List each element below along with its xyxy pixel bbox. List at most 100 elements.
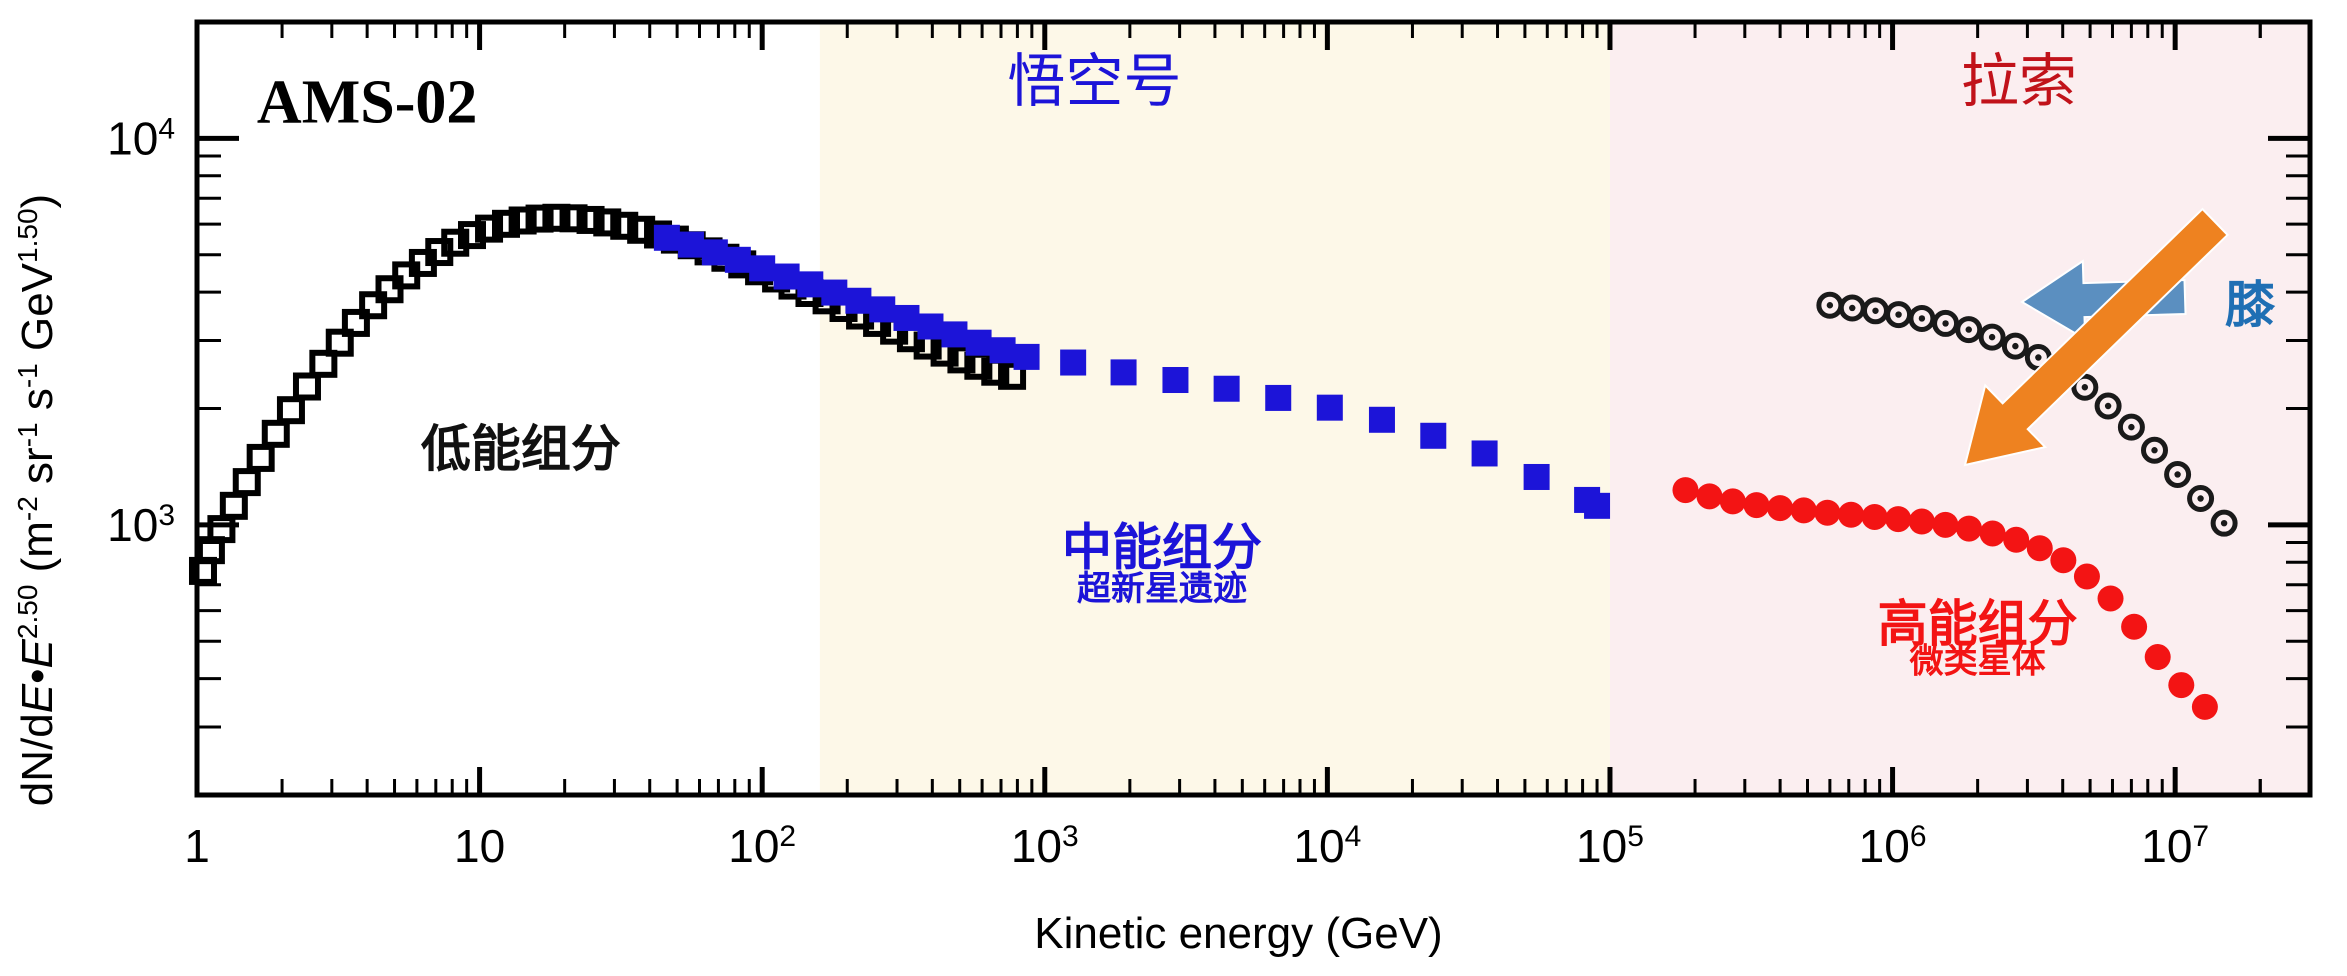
data-point	[917, 313, 944, 340]
data-point-center	[2012, 342, 2019, 350]
data-point-center	[2220, 519, 2228, 527]
annotation-mid-energy: 中能组分	[1062, 519, 1262, 575]
data-point	[2094, 392, 2122, 420]
data-point	[2210, 509, 2238, 537]
region-label-ams: AMS-02	[257, 68, 477, 136]
data-point	[2001, 332, 2029, 360]
x-tick-label: 105	[1576, 820, 1644, 873]
knee-arrow-blue	[2020, 259, 2187, 341]
data-point	[941, 321, 968, 348]
yaxis-p13: 1.50	[12, 208, 43, 263]
band-ams-region	[197, 22, 820, 795]
annotation-high-energy-sub: 微类星体	[1909, 642, 2046, 680]
data-point	[325, 328, 354, 357]
data-point-center	[1918, 315, 1926, 322]
data-point	[2140, 436, 2168, 464]
data-point-center	[1849, 304, 1856, 312]
annotation-mid-energy-sub: 超新星遗迹	[1077, 570, 1247, 608]
data-point	[2187, 484, 2215, 512]
svg-text:dN/dE•E2.50 (m-2 sr-1 s-1 GeV1: dN/dE•E2.50 (m-2 sr-1 s-1 GeV1.50)	[12, 194, 63, 806]
data-point	[1767, 495, 1794, 522]
data-point	[1955, 515, 1982, 542]
data-point	[2003, 526, 2030, 553]
data-point	[1979, 520, 2006, 547]
data-point	[1838, 501, 1865, 528]
data-point	[1790, 497, 1817, 524]
data-point	[1932, 511, 1959, 538]
data-point	[1213, 375, 1240, 402]
data-point	[998, 361, 1027, 390]
knee-arrow-orange	[1963, 207, 2229, 467]
region-label-dampe: 悟空号	[1008, 49, 1182, 114]
data-point	[1162, 367, 1189, 394]
data-point-center	[1942, 320, 1949, 327]
data-point	[2191, 693, 2218, 720]
yaxis-p7: -2	[12, 496, 43, 521]
data-point	[1672, 477, 1699, 504]
y-tick-label: 103	[107, 498, 175, 551]
data-point	[593, 208, 622, 237]
yaxis-p9: -1	[12, 422, 43, 447]
data-point-center	[2104, 402, 2112, 410]
data-point	[1420, 422, 1447, 449]
region-bands	[197, 22, 2310, 795]
data-point	[1908, 304, 1936, 332]
data-point	[246, 443, 275, 472]
yaxis-p8: sr	[13, 447, 62, 496]
data-point	[2168, 672, 2195, 699]
data-point-center	[1988, 333, 1996, 341]
data-point-center	[1826, 302, 1834, 309]
annotation-knee: 膝	[2225, 277, 2276, 333]
x-axis-title: Kinetic energy (GeV)	[1034, 909, 1442, 958]
data-point	[2117, 413, 2145, 441]
data-point	[749, 255, 776, 282]
data-point	[2144, 644, 2171, 671]
data-point	[1584, 492, 1611, 519]
data-point	[869, 296, 896, 323]
data-point	[458, 221, 487, 250]
x-axis-ticks	[194, 22, 2312, 795]
data-point-center	[2151, 447, 2158, 454]
data-point	[1955, 316, 1983, 344]
data-point	[1471, 440, 1498, 467]
band-dampe-region	[819, 22, 1610, 795]
x-tick-label: 106	[1859, 820, 1927, 873]
x-tick-label: 103	[1011, 820, 1079, 873]
y-tick-label: 104	[107, 112, 175, 165]
data-point	[359, 291, 388, 320]
data-point-center	[2174, 471, 2181, 478]
series-1	[653, 224, 1611, 519]
annotation-low-energy: 低能组分	[421, 421, 621, 477]
data-point	[724, 246, 751, 273]
data-point	[773, 263, 800, 290]
data-point	[627, 215, 656, 244]
data-point	[2071, 373, 2099, 401]
data-point-center	[2128, 423, 2135, 431]
yaxis-p3: •	[13, 668, 62, 683]
data-point	[1523, 463, 1550, 490]
data-point	[525, 204, 554, 233]
data-point	[821, 279, 848, 306]
x-tick-labels: 1 10 102 103 104 105 106 107	[184, 820, 2209, 873]
x-tick-label: 10	[454, 820, 505, 872]
data-point	[576, 205, 605, 234]
series-2	[1816, 291, 2238, 537]
data-point	[508, 206, 537, 235]
data-point	[845, 287, 872, 314]
data-point-center	[2035, 354, 2042, 361]
x-tick-label: 104	[1293, 820, 1361, 873]
y-axis-title: dN/dE•E2.50 (m-2 sr-1 s-1 GeV1.50)	[12, 194, 63, 806]
data-point	[1743, 492, 1770, 519]
data-point	[1719, 488, 1746, 515]
data-point	[441, 228, 470, 257]
data-point	[261, 419, 290, 448]
yaxis-p12: GeV	[13, 262, 62, 363]
data-point	[678, 231, 705, 258]
data-point	[1908, 508, 1935, 535]
data-point	[2050, 547, 2077, 574]
data-series-group	[188, 203, 2238, 720]
data-point	[610, 211, 639, 240]
data-point	[1814, 499, 1841, 526]
